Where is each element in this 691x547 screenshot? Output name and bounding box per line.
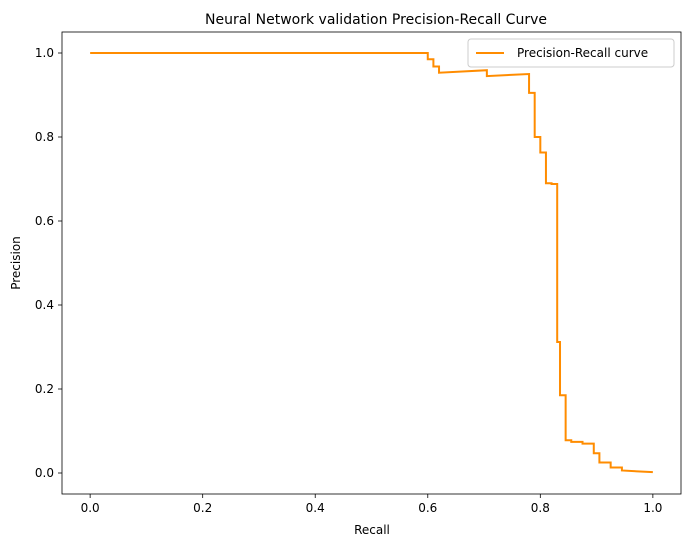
chart-title: Neural Network validation Precision-Reca… [205,12,547,28]
x-tick-label: 0.2 [193,501,212,515]
y-tick-label: 1.0 [35,46,54,60]
y-tick-label: 0.4 [35,298,54,312]
legend: Precision-Recall curve [467,38,675,68]
plot-area [61,31,682,495]
y-axis-label: Precision [9,236,23,290]
x-tick-label: 0.8 [531,501,550,515]
x-tick-label: 0.4 [306,501,325,515]
y-tick-label: 0.0 [35,466,54,480]
x-tick-label: 0.0 [81,501,100,515]
x-axis: 0.0 0.2 0.4 0.6 0.8 1.0 [81,494,662,515]
x-tick-label: 1.0 [643,501,662,515]
x-tick-label: 0.6 [418,501,437,515]
legend-box [467,38,675,68]
y-tick-label: 0.8 [35,130,54,144]
series-line-precision-recall [90,52,653,474]
y-tick-label: 0.6 [35,214,54,228]
x-axis-label: Recall [354,523,390,537]
y-axis: 0.0 0.2 0.4 0.6 0.8 1.0 [35,46,62,480]
y-tick-label: 0.2 [35,382,54,396]
legend-label: Precision-Recall curve [517,46,648,60]
